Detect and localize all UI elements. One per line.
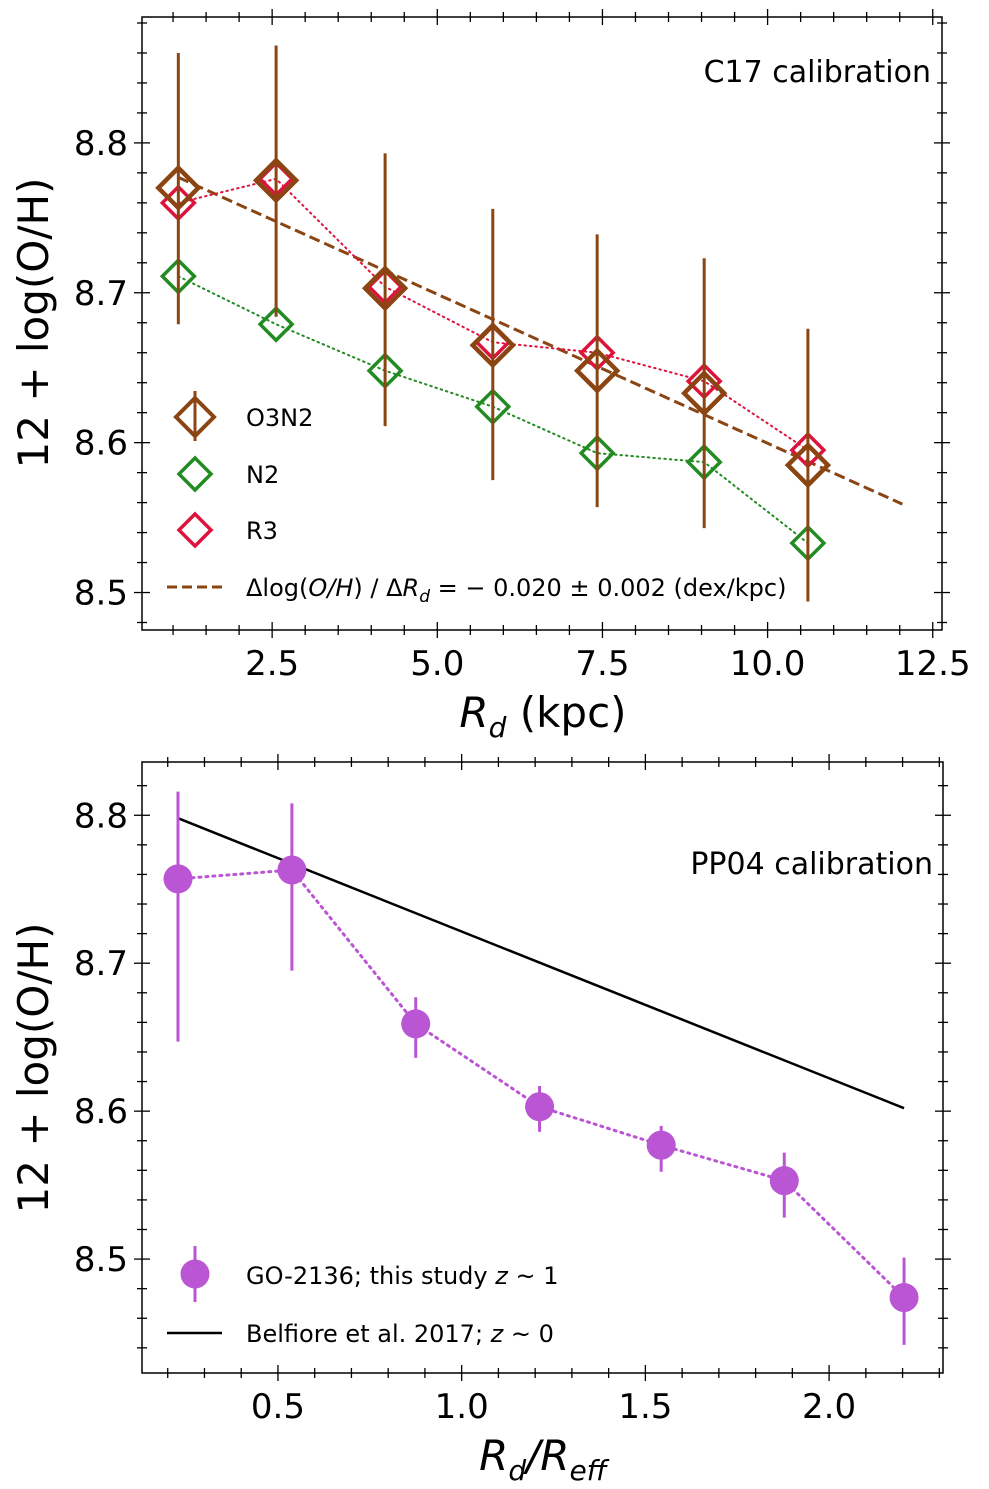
o3n2-point [469,322,516,369]
y-tick-label: 8.6 [74,424,128,464]
o3n2-point [680,370,728,417]
go-2136-point [163,864,193,894]
bottom-axes-frame [141,761,944,1374]
x-tick-label: 1.0 [435,1387,489,1427]
o3n2-point [155,164,202,212]
top-axes-frame [141,16,943,631]
bottom-y-axis-title: 12 + log(O/H) [9,923,58,1214]
bottom-legend: GO-2136; this study z ~ 1 Belfiore et al… [167,1246,558,1348]
top-y-axis-title: 12 + log(O/H) [9,178,58,469]
go-2136-point [401,1009,431,1039]
legend-item-r3: R3 [176,511,278,549]
legend-item-fit: Δlog(O/H) / ΔRd = − 0.020 ± 0.002 (dex/k… [167,574,786,607]
legend-go2136-label: GO-2136; this study z ~ 1 [246,1262,558,1290]
legend-item-o3n2: O3N2 [173,391,313,441]
bottom-plot-marks [163,791,919,1345]
top-ticks: 2.5 5.0 7.5 10.0 12.5 8.5 8.6 8.7 8.8 [74,9,971,684]
top-plot-marks [155,45,903,602]
y-tick-label: 8.5 [74,574,128,614]
legend-item-go2136: GO-2136; this study z ~ 1 [180,1246,558,1302]
n2-point [257,305,295,343]
legend-item-belfiore: Belfiore et al. 2017; z ~ 0 [167,1320,554,1348]
legend-n2-marker [176,455,214,493]
legend-item-n2: N2 [176,455,279,493]
o3n2-point [361,265,409,312]
go-2136-point [769,1166,799,1196]
go-2136-point [646,1130,676,1160]
bottom-ticks: 0.5 1.0 1.5 2.0 8.5 8.6 8.7 8.8 [74,754,951,1427]
x-tick-label: 12.5 [895,644,971,684]
bottom-panel: 0.5 1.0 1.5 2.0 8.5 8.6 8.7 8.8 PP04 calibratio… [9,754,951,1487]
x-tick-label: 1.5 [618,1387,672,1427]
top-x-axis-title: Rd (kpc) [459,688,626,744]
y-tick-label: 8.7 [74,944,128,984]
legend-o3n2-marker [173,395,217,439]
x-tick-label: 7.5 [575,644,629,684]
bottom-x-axis-title: Rd/Reff [479,1431,610,1487]
legend-belfiore-label: Belfiore et al. 2017; z ~ 0 [246,1320,554,1348]
x-tick-label: 2.0 [802,1387,856,1427]
fit-line [177,176,903,506]
y-tick-label: 8.5 [74,1240,128,1280]
y-tick-label: 8.8 [74,796,128,836]
go-2136-point [525,1092,555,1122]
x-tick-label: 5.0 [410,644,464,684]
legend-r3-marker [176,511,214,549]
legend-o3n2-label: O3N2 [246,404,313,432]
top-panel: 2.5 5.0 7.5 10.0 12.5 8.5 8.6 8.7 8.8 C17 calibr… [9,9,971,744]
o3n2-point [784,441,832,489]
legend-r3-label: R3 [246,517,278,545]
x-tick-label: 10.0 [730,644,806,684]
y-tick-label: 8.7 [74,274,128,314]
top-annotation: C17 calibration [704,55,931,90]
top-legend: O3N2 N2 R3 Δlog(O/H) / ΔRd = − 0.020 ± 0… [167,391,786,607]
bottom-annotation: PP04 calibration [690,847,933,882]
x-tick-label: 2.5 [245,644,299,684]
y-tick-label: 8.6 [74,1092,128,1132]
legend-n2-label: N2 [246,461,279,489]
o3n2-point [573,347,621,394]
go-2136-connector [176,868,906,1300]
legend-go2136-marker [180,1259,210,1289]
legend-fit-label: Δlog(O/H) / ΔRd = − 0.020 ± 0.002 (dex/k… [246,574,786,607]
o3n2-point [252,157,300,204]
go-2136-point [889,1283,919,1313]
go-2136-point [277,855,307,885]
x-tick-label: 0.5 [251,1387,305,1427]
y-tick-label: 8.8 [74,124,128,164]
